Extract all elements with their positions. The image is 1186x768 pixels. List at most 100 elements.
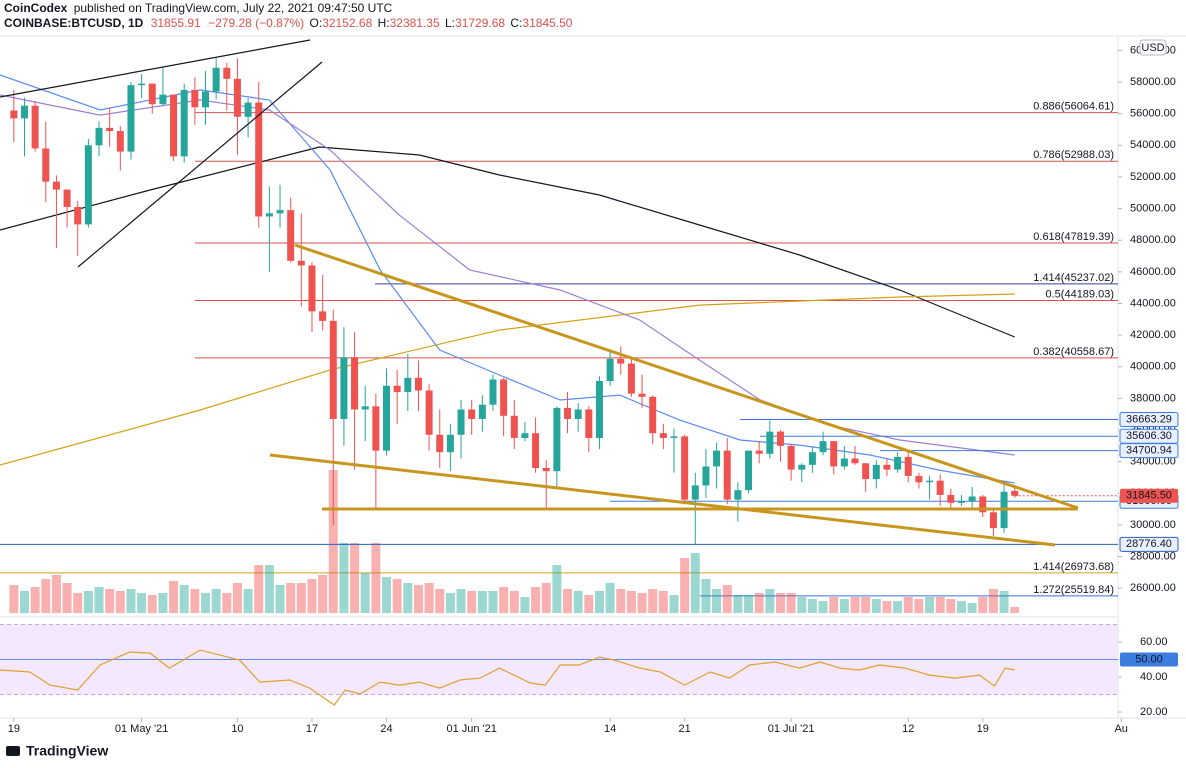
- x-tick-label: 21: [679, 723, 691, 735]
- volume-bar: [701, 579, 711, 613]
- volume-bar: [520, 597, 530, 613]
- candle-body: [830, 441, 838, 467]
- ohlc-low: 31729.68: [455, 16, 505, 30]
- volume-bar: [73, 593, 83, 613]
- volume-bar: [541, 583, 551, 613]
- candle-body: [702, 466, 710, 486]
- candle-body: [627, 363, 635, 394]
- trendline: [0, 39, 311, 98]
- candle-body: [617, 358, 625, 364]
- volume-bar: [467, 591, 477, 613]
- change: −279.28 (−0.87%): [208, 16, 304, 30]
- volume-bar: [850, 597, 860, 613]
- volume-bar: [232, 583, 242, 613]
- volume-bar: [499, 587, 509, 613]
- y-tick-label: 58000.00: [1130, 76, 1176, 88]
- candle-body: [542, 468, 550, 472]
- volume-bar: [871, 599, 881, 613]
- rsi-tick-label: 60.00: [1140, 636, 1168, 648]
- volume-bar: [893, 601, 903, 613]
- y-tick-label: 34000.00: [1130, 456, 1176, 468]
- publisher: CoinCodex: [4, 1, 68, 15]
- volume-bar: [243, 589, 253, 613]
- candle-body: [351, 357, 359, 410]
- last-price: 31855.91: [151, 16, 201, 30]
- candle-body: [180, 89, 188, 157]
- volume-bar: [126, 589, 136, 613]
- x-tick-label: 01 May '21: [115, 723, 168, 735]
- volume-bar: [307, 579, 317, 613]
- candle-body: [361, 406, 369, 410]
- candle-body: [872, 464, 880, 480]
- candle-body: [894, 456, 902, 470]
- y-tick-label: 38000.00: [1130, 392, 1176, 404]
- x-tick-label: 01 Jul '21: [768, 723, 815, 735]
- level-label: 0.382(40558.67): [1033, 346, 1114, 358]
- candle-body: [862, 463, 870, 480]
- ohlc-open: 32152.68: [322, 16, 372, 30]
- ma-line: [0, 293, 1015, 466]
- rsi-tick-label: 20.00: [1140, 706, 1168, 718]
- volume-bar: [690, 553, 700, 613]
- candle-body: [904, 456, 912, 476]
- volume-bar: [1010, 607, 1020, 613]
- volume-bar: [328, 470, 338, 613]
- y-tick-label: 54000.00: [1130, 139, 1176, 151]
- last-price-label: 31845.50: [1126, 490, 1172, 502]
- candle-body: [926, 480, 934, 483]
- volume-bar: [105, 589, 115, 613]
- candle-body: [755, 450, 763, 454]
- candle-body: [170, 94, 178, 157]
- candle-body: [63, 189, 71, 207]
- price-badge-label: 34700.94: [1126, 445, 1172, 457]
- candle-body: [212, 67, 220, 92]
- x-tick-label: 19: [977, 723, 989, 735]
- volume-bar: [626, 591, 636, 613]
- level-label: 0.5(44189.03): [1046, 288, 1115, 300]
- candle-body: [787, 445, 795, 470]
- candle-body: [383, 385, 391, 451]
- x-tick-label: 10: [231, 723, 243, 735]
- volume-bar: [797, 597, 807, 613]
- candle-body: [851, 458, 859, 464]
- y-tick-label: 40000.00: [1130, 361, 1176, 373]
- volume-bar: [829, 597, 839, 613]
- currency-badge: [1139, 39, 1167, 56]
- candle-body: [95, 127, 103, 146]
- volume-bar: [392, 579, 402, 613]
- trendline: [77, 61, 323, 268]
- volume-bar: [839, 599, 849, 613]
- candle-body: [979, 496, 987, 513]
- ohlc-close: 31845.50: [522, 16, 572, 30]
- trendlines: [0, 39, 1079, 547]
- candle-body: [819, 441, 827, 453]
- volume-bar: [339, 543, 349, 613]
- candle-body: [308, 265, 316, 312]
- volume-bar: [584, 595, 594, 613]
- volume-bar: [371, 543, 381, 613]
- volume-bar: [413, 585, 423, 613]
- ohlc-high: 32381.35: [390, 16, 440, 30]
- volume-bar: [935, 597, 945, 613]
- published: published on TradingView.com, July 22, 2…: [74, 1, 393, 15]
- volume-bar: [967, 603, 977, 613]
- ma-line: [0, 146, 1015, 338]
- candle-body: [436, 434, 444, 453]
- volume-bar: [658, 591, 668, 613]
- volume-bar: [754, 593, 764, 613]
- candle-body: [372, 406, 380, 451]
- candle-body: [521, 433, 529, 438]
- candle-body: [691, 485, 699, 500]
- volume-bar: [744, 595, 754, 613]
- candle-body: [233, 78, 241, 117]
- candle-body: [957, 501, 965, 503]
- volume-bar: [30, 587, 40, 613]
- header-line: CoinCodex published on TradingView.com, …: [4, 1, 393, 15]
- volume-bar: [563, 589, 573, 613]
- candle-body: [670, 436, 678, 438]
- volume-bar: [956, 601, 966, 613]
- x-tick-label: 12: [902, 723, 914, 735]
- volume-bar: [648, 589, 658, 613]
- volume-bar: [9, 585, 19, 613]
- y-tick-label: 46000.00: [1130, 266, 1176, 278]
